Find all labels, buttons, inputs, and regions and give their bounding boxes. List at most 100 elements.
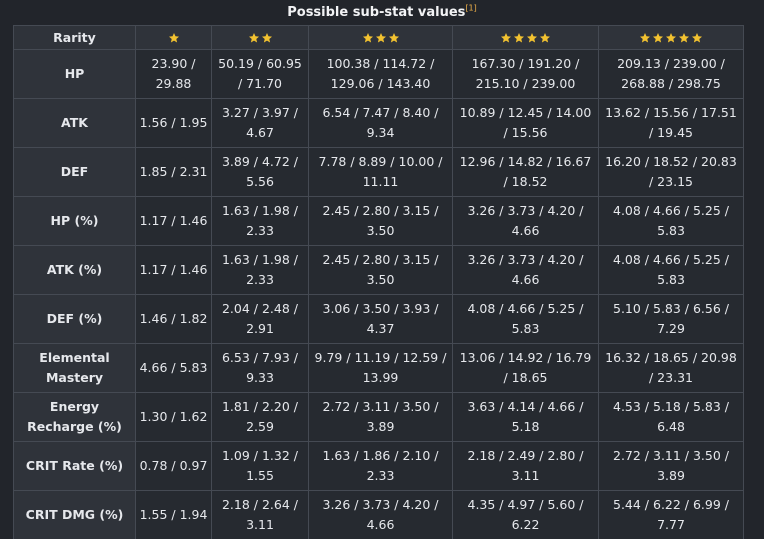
stat-value-cell: 1.63 / 1.86 / 2.10 / 2.33 <box>308 441 453 491</box>
stat-value-cell: 2.18 / 2.64 / 3.11 <box>211 490 309 539</box>
stat-name-cell: HP (%) <box>13 196 136 246</box>
stat-value-cell: 1.85 / 2.31 <box>135 147 212 197</box>
star-rating <box>248 32 273 44</box>
stat-value-cell: 1.17 / 1.46 <box>135 245 212 295</box>
stat-value-cell: 4.08 / 4.66 / 5.25 / 5.83 <box>598 196 744 246</box>
star-icon <box>375 33 386 43</box>
stat-value-cell: 0.78 / 0.97 <box>135 441 212 491</box>
stat-value-cell: 16.20 / 18.52 / 20.83 / 23.15 <box>598 147 744 197</box>
table-row: ATK (%) 1.17 / 1.46 1.63 / 1.98 / 2.33 2.45… <box>13 245 744 295</box>
stat-name-cell: ATK (%) <box>13 245 136 295</box>
table-row: CRIT DMG (%) 1.55 / 1.94 2.18 / 2.64 / 3.1… <box>13 490 744 539</box>
stat-value-cell: 5.10 / 5.83 / 6.56 / 7.29 <box>598 294 744 344</box>
star-icon <box>388 33 399 43</box>
stat-value-cell: 1.63 / 1.98 / 2.33 <box>211 245 309 295</box>
star-icon <box>168 33 179 43</box>
star-rating <box>362 32 400 44</box>
stat-name-cell: DEF (%) <box>13 294 136 344</box>
stat-value-cell: 1.30 / 1.62 <box>135 392 212 442</box>
stat-value-cell: 1.09 / 1.32 / 1.55 <box>211 441 309 491</box>
star-rating <box>639 32 703 44</box>
rarity-3-header <box>308 25 453 50</box>
stat-name-cell: Elemental Mastery <box>13 343 136 393</box>
table-row: DEF 1.85 / 2.31 3.89 / 4.72 / 5.56 7.78 / 8… <box>13 147 744 197</box>
stat-value-cell: 100.38 / 114.72 / 129.06 / 143.40 <box>308 49 453 99</box>
stat-value-cell: 3.63 / 4.14 / 4.66 / 5.18 <box>452 392 599 442</box>
stat-value-cell: 1.17 / 1.46 <box>135 196 212 246</box>
stat-value-cell: 4.08 / 4.66 / 5.25 / 5.83 <box>452 294 599 344</box>
stat-value-cell: 1.63 / 1.98 / 2.33 <box>211 196 309 246</box>
star-rating <box>500 32 551 44</box>
rarity-1-header <box>135 25 212 50</box>
table-caption: Possible sub-stat values[1] <box>0 0 764 25</box>
stat-value-cell: 167.30 / 191.20 / 215.10 / 239.00 <box>452 49 599 99</box>
star-icon <box>540 33 550 43</box>
header-row: Rarity <box>13 25 744 50</box>
stat-value-cell: 1.56 / 1.95 <box>135 98 212 148</box>
rarity-5-header <box>598 25 744 50</box>
table-row: HP (%) 1.17 / 1.46 1.63 / 1.98 / 2.33 2.45 … <box>13 196 744 246</box>
star-icon <box>679 33 689 43</box>
stat-value-cell: 13.06 / 14.92 / 16.79 / 18.65 <box>452 343 599 393</box>
stat-value-cell: 4.53 / 5.18 / 5.83 / 6.48 <box>598 392 744 442</box>
table-row: CRIT Rate (%) 0.78 / 0.97 1.09 / 1.32 / 1.… <box>13 441 744 491</box>
stat-value-cell: 2.18 / 2.49 / 2.80 / 3.11 <box>452 441 599 491</box>
stat-value-cell: 209.13 / 239.00 / 268.88 / 298.75 <box>598 49 744 99</box>
stat-value-cell: 2.72 / 3.11 / 3.50 / 3.89 <box>598 441 744 491</box>
stat-name-cell: DEF <box>13 147 136 197</box>
stat-value-cell: 16.32 / 18.65 / 20.98 / 23.31 <box>598 343 744 393</box>
stat-value-cell: 3.26 / 3.73 / 4.20 / 4.66 <box>452 196 599 246</box>
substat-table: Rarity HP 23.90 / 29.88 50.19 / 60.95 / 71… <box>13 25 744 539</box>
stat-value-cell: 3.89 / 4.72 / 5.56 <box>211 147 309 197</box>
stat-value-cell: 3.26 / 3.73 / 4.20 / 4.66 <box>452 245 599 295</box>
stat-name-cell: CRIT Rate (%) <box>13 441 136 491</box>
stat-name-cell: CRIT DMG (%) <box>13 490 136 539</box>
table-row: HP 23.90 / 29.88 50.19 / 60.95 / 71.70 100.… <box>13 49 744 99</box>
stat-value-cell: 5.44 / 6.22 / 6.99 / 7.77 <box>598 490 744 539</box>
stat-value-cell: 4.66 / 5.83 <box>135 343 212 393</box>
rarity-2-header <box>211 25 309 50</box>
star-rating <box>168 32 180 44</box>
star-icon <box>666 33 676 43</box>
star-icon <box>248 33 259 43</box>
stat-name-cell: ATK <box>13 98 136 148</box>
stat-value-cell: 7.78 / 8.89 / 10.00 / 11.11 <box>308 147 453 197</box>
stat-value-cell: 1.55 / 1.94 <box>135 490 212 539</box>
stat-value-cell: 3.26 / 3.73 / 4.20 / 4.66 <box>308 490 453 539</box>
star-icon <box>501 33 511 43</box>
stat-value-cell: 13.62 / 15.56 / 17.51 / 19.45 <box>598 98 744 148</box>
stat-value-cell: 23.90 / 29.88 <box>135 49 212 99</box>
stat-value-cell: 10.89 / 12.45 / 14.00 / 15.56 <box>452 98 599 148</box>
stat-value-cell: 4.35 / 4.97 / 5.60 / 6.22 <box>452 490 599 539</box>
stat-value-cell: 2.45 / 2.80 / 3.15 / 3.50 <box>308 245 453 295</box>
rarity-4-header <box>452 25 599 50</box>
stat-value-cell: 4.08 / 4.66 / 5.25 / 5.83 <box>598 245 744 295</box>
star-icon <box>640 33 650 43</box>
stat-value-cell: 12.96 / 14.82 / 16.67 / 18.52 <box>452 147 599 197</box>
table-row: Elemental Mastery 4.66 / 5.83 6.53 / 7.93 … <box>13 343 744 393</box>
star-icon <box>362 33 373 43</box>
stat-value-cell: 2.72 / 3.11 / 3.50 / 3.89 <box>308 392 453 442</box>
table-row: ATK 1.56 / 1.95 3.27 / 3.97 / 4.67 6.54 / 7… <box>13 98 744 148</box>
stat-value-cell: 2.04 / 2.48 / 2.91 <box>211 294 309 344</box>
stat-value-cell: 3.06 / 3.50 / 3.93 / 4.37 <box>308 294 453 344</box>
table-body: HP 23.90 / 29.88 50.19 / 60.95 / 71.70 100.… <box>13 49 744 539</box>
stat-value-cell: 9.79 / 11.19 / 12.59 / 13.99 <box>308 343 453 393</box>
stat-value-cell: 2.45 / 2.80 / 3.15 / 3.50 <box>308 196 453 246</box>
stat-value-cell: 6.54 / 7.47 / 8.40 / 9.34 <box>308 98 453 148</box>
star-icon <box>261 33 272 43</box>
caption-reference-link[interactable]: [1] <box>465 3 477 13</box>
stat-value-cell: 3.27 / 3.97 / 4.67 <box>211 98 309 148</box>
stat-name-cell: Energy Recharge (%) <box>13 392 136 442</box>
star-icon <box>514 33 524 43</box>
stat-value-cell: 1.46 / 1.82 <box>135 294 212 344</box>
stat-name-cell: HP <box>13 49 136 99</box>
stat-value-cell: 1.81 / 2.20 / 2.59 <box>211 392 309 442</box>
stat-value-cell: 6.53 / 7.93 / 9.33 <box>211 343 309 393</box>
table-row: Energy Recharge (%) 1.30 / 1.62 1.81 / 2.2… <box>13 392 744 442</box>
table-row: DEF (%) 1.46 / 1.82 2.04 / 2.48 / 2.91 3.06… <box>13 294 744 344</box>
star-icon <box>653 33 663 43</box>
stat-value-cell: 50.19 / 60.95 / 71.70 <box>211 49 309 99</box>
caption-title: Possible sub-stat values <box>287 5 466 20</box>
